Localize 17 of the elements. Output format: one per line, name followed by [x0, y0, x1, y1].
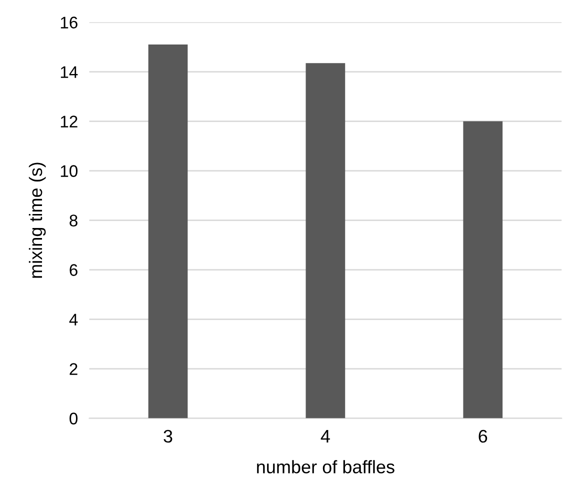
y-tick-label: 2 — [70, 363, 78, 375]
y-tick-label: 10 — [60, 165, 78, 177]
y-tick-label: 4 — [69, 314, 78, 326]
bar — [148, 44, 188, 418]
y-tick-label: 12 — [60, 116, 78, 128]
x-tick-label: 6 — [478, 430, 488, 443]
y-tick-label: 0 — [70, 412, 78, 424]
x-axis-title: number of baffles — [257, 460, 394, 474]
x-tick-label: 3 — [164, 430, 172, 443]
y-tick-label: 14 — [60, 66, 78, 78]
y-axis-title: mixing time (s) — [28, 162, 46, 278]
y-tick-label: 8 — [70, 214, 78, 226]
bar — [306, 63, 346, 418]
x-tick-label: 4 — [320, 430, 330, 442]
y-tick-label: 6 — [70, 264, 78, 276]
bar — [463, 121, 503, 418]
y-tick-label: 16 — [60, 16, 78, 28]
